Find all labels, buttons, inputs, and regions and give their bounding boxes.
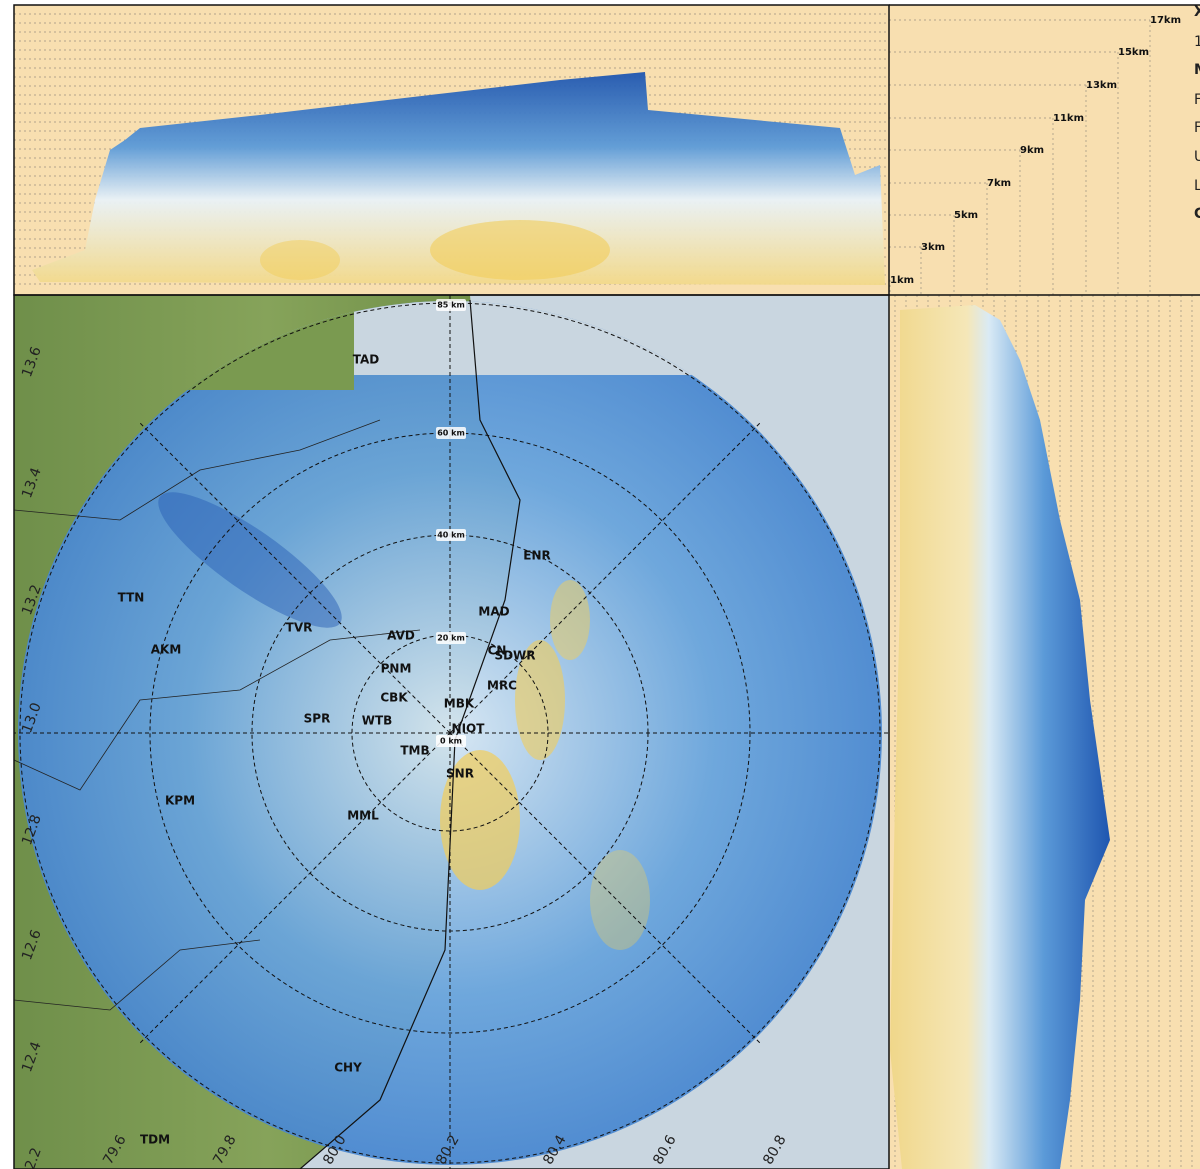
map <box>14 295 889 1169</box>
height-label: 13km <box>1086 80 1117 91</box>
radial <box>449 732 762 1045</box>
side-text: F <box>1194 120 1200 136</box>
ring-label: 40 km <box>437 531 465 540</box>
site-label: NIOT <box>452 722 486 736</box>
height-label: 7km <box>987 178 1011 189</box>
side-text: M <box>1194 62 1200 78</box>
height-label: 15km <box>1118 47 1149 58</box>
site-label: SNR <box>446 767 474 781</box>
echo <box>430 220 610 280</box>
ring-label-box <box>436 299 466 311</box>
site-label: MBK <box>444 697 475 711</box>
height-label: 1km <box>890 275 914 286</box>
ring-label: 60 km <box>437 429 465 438</box>
site-label: SDWR <box>494 649 535 663</box>
radial <box>138 732 451 1045</box>
site-label: KPM <box>165 794 195 808</box>
ring-label: 20 km <box>437 634 465 643</box>
site-label: TMB <box>400 744 429 758</box>
side-text: C <box>1194 206 1200 222</box>
ring-label-box <box>436 427 466 439</box>
radial <box>449 421 762 734</box>
height-label: 9km <box>1020 145 1044 156</box>
side-text: L <box>1194 178 1200 194</box>
site-label: TVR <box>286 621 313 635</box>
ring-label: 85 km <box>437 301 465 310</box>
site-label: TTN <box>118 591 145 605</box>
site-label: TDM <box>140 1133 170 1147</box>
height-label: 17km <box>1150 15 1181 26</box>
ring-label-box <box>436 735 466 747</box>
site-label: MML <box>347 809 379 823</box>
site-label: CN <box>488 644 507 658</box>
site-label: CBK <box>380 691 408 705</box>
ring-label-box <box>436 529 466 541</box>
frames <box>13 4 1200 1169</box>
site-label: MAD <box>478 605 509 619</box>
height-label: 3km <box>921 242 945 253</box>
side-text: U <box>1194 149 1200 165</box>
height-label: 11km <box>1053 113 1084 124</box>
site-label: WTB <box>362 714 393 728</box>
site-label: SPR <box>304 712 331 726</box>
range-rings <box>14 295 889 1169</box>
range-ring <box>149 432 751 1034</box>
site-label: AKM <box>151 643 182 657</box>
site-label: TAD <box>353 353 380 367</box>
site-label: PNM <box>381 662 412 676</box>
ring-label-box <box>436 632 466 644</box>
side-text: X <box>1194 4 1200 20</box>
echo <box>260 240 340 280</box>
radial <box>138 421 451 734</box>
top-cross-section <box>32 72 885 285</box>
boundaries <box>14 419 421 1011</box>
height-label: 5km <box>954 210 978 221</box>
side-text: F <box>1194 92 1200 108</box>
coastline <box>299 299 521 1169</box>
ring-label: 0 km <box>440 737 462 746</box>
side-cross-section <box>890 305 1110 1169</box>
side-text: 1 <box>1194 34 1200 50</box>
site-label: CHY <box>334 1061 362 1075</box>
site-label: MRC <box>487 679 517 693</box>
site-label: ENR <box>523 549 550 563</box>
site-label: AVD <box>387 629 415 643</box>
